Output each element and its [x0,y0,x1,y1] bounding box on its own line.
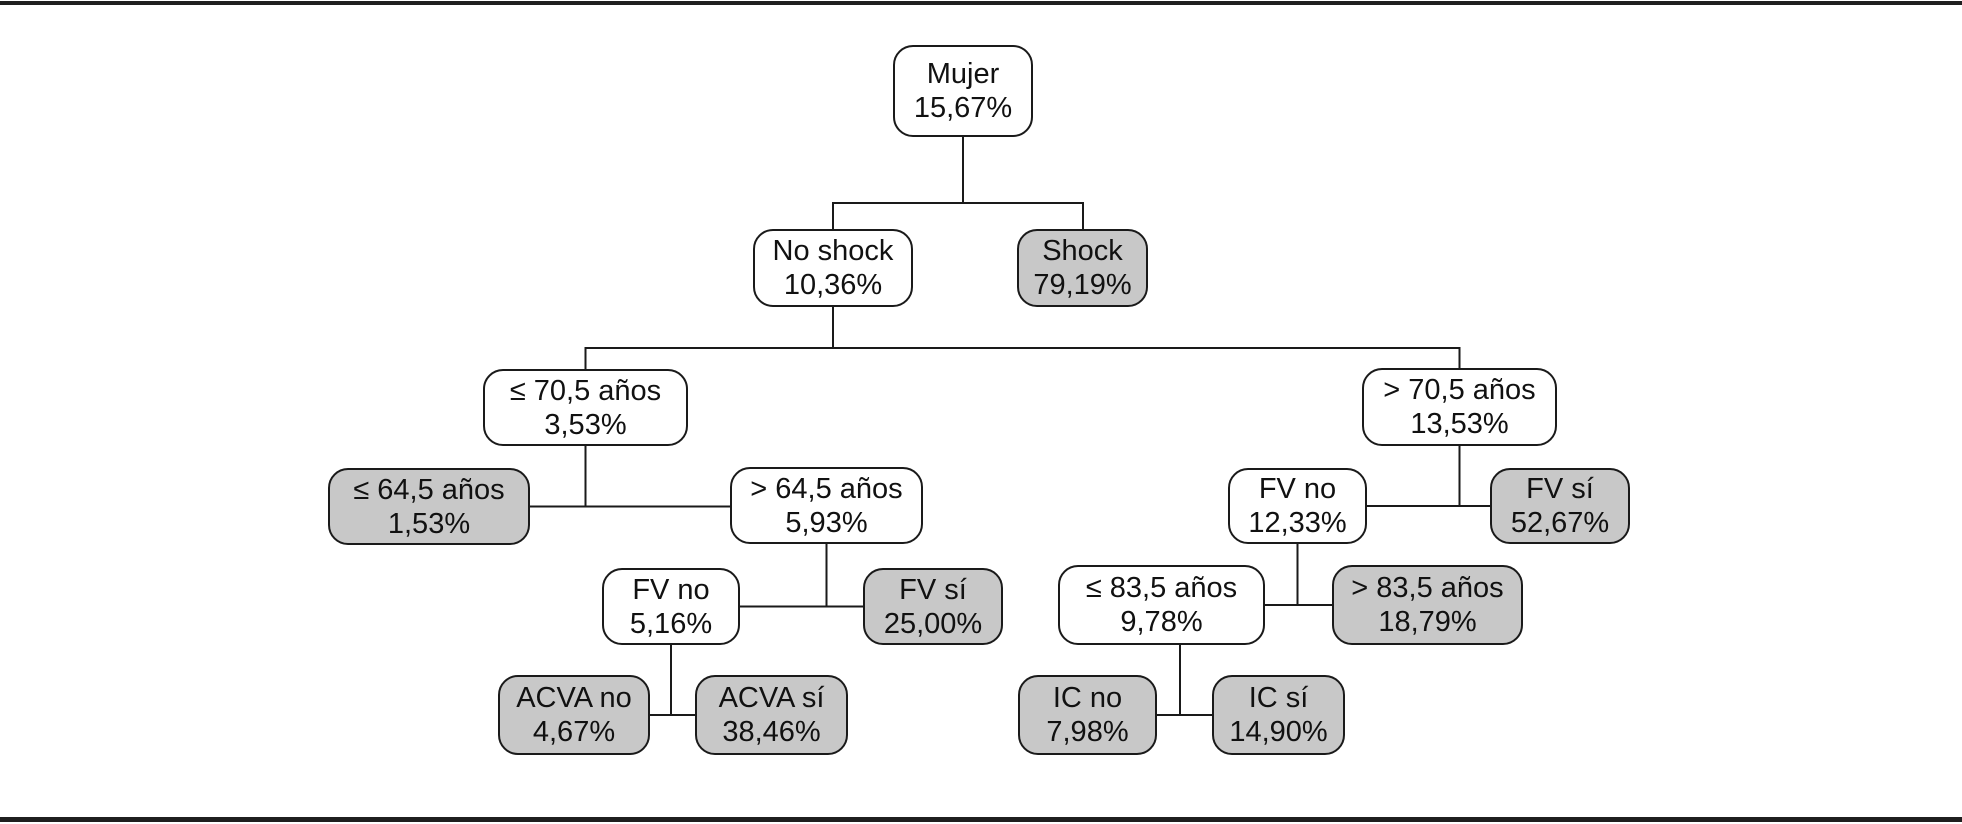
node-value: 10,36% [783,269,883,301]
node-label: ACVA sí [718,682,825,714]
bottom-rule [0,817,1962,822]
node-label: Mujer [926,58,1000,90]
tree-node-ic-si: IC sí 14,90% [1212,675,1345,755]
node-label: Shock [1042,235,1123,267]
node-label: FV sí [1526,473,1594,505]
node-label: > 64,5 años [750,472,903,505]
tree-node-fv-no-right: FV no 12,33% [1228,468,1367,544]
top-rule [0,1,1962,5]
node-label: IC sí [1248,682,1309,714]
node-value: 13,53% [1410,408,1509,440]
node-label: ≤ 64,5 años [353,473,505,506]
node-value: 38,46% [722,716,821,748]
tree-node-le-64-5-anos: ≤ 64,5 años 1,53% [328,468,530,545]
node-value: 1,53% [387,507,471,540]
node-value: 4,67% [532,716,616,748]
node-label: IC no [1052,682,1123,714]
tree-node-gt-64-5-anos: > 64,5 años 5,93% [730,467,923,544]
tree-node-acva-si: ACVA sí 38,46% [695,675,848,755]
tree-node-gt-70-5-anos: > 70,5 años 13,53% [1362,368,1557,446]
tree-node-fv-si-right: FV sí 52,67% [1490,468,1630,544]
node-value: 14,90% [1229,716,1328,748]
node-value: 9,78% [1120,606,1203,638]
tree-node-le-70-5-anos: ≤ 70,5 años 3,53% [483,369,688,446]
node-label: FV sí [899,573,967,606]
tree-node-ic-no: IC no 7,98% [1018,675,1157,755]
node-value: 3,53% [544,408,627,441]
node-value: 12,33% [1248,507,1347,539]
tree-node-no-shock: No shock 10,36% [753,229,913,307]
node-label: No shock [772,235,894,267]
node-value: 25,00% [883,607,983,640]
node-label: ≤ 70,5 años [509,374,662,407]
node-label: FV no [1258,473,1337,505]
node-label: ≤ 83,5 años [1085,572,1238,604]
tree-node-fv-no-left: FV no 5,16% [602,568,740,645]
node-value: 52,67% [1510,507,1610,539]
node-value: 79,19% [1033,269,1132,301]
node-value: 15,67% [913,92,1013,124]
node-label: > 70,5 años [1383,374,1536,406]
node-label: FV no [632,573,710,606]
tree-node-mujer: Mujer 15,67% [893,45,1033,137]
node-value: 7,98% [1046,716,1129,748]
tree-node-fv-si-left: FV sí 25,00% [863,568,1003,645]
node-value: 5,16% [629,607,713,640]
node-label: > 83,5 años [1351,572,1504,604]
tree-node-acva-no: ACVA no 4,67% [498,675,650,755]
node-value: 18,79% [1378,606,1477,638]
node-value: 5,93% [785,506,868,539]
node-label: ACVA no [516,682,632,714]
tree-node-shock: Shock 79,19% [1017,229,1148,307]
tree-node-gt-83-5-anos: > 83,5 años 18,79% [1332,565,1523,645]
tree-node-le-83-5-anos: ≤ 83,5 años 9,78% [1058,565,1265,645]
